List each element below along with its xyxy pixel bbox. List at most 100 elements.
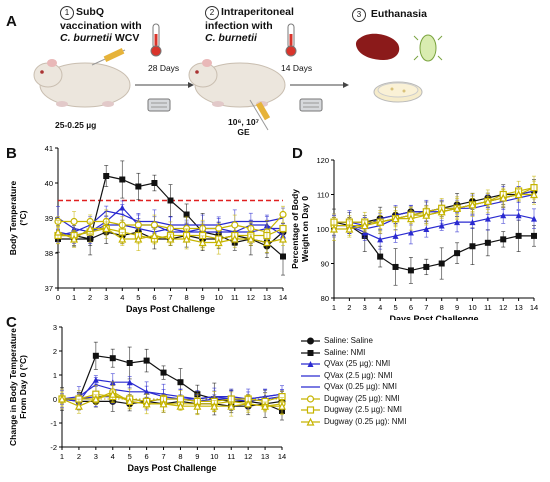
x-tick-label: 5	[393, 303, 397, 312]
y-tick-label: 80	[321, 294, 329, 303]
x-tick-label: 7	[424, 303, 428, 312]
data-point	[210, 401, 219, 410]
guinea-pig-icon-2	[188, 59, 286, 108]
y-axis-label-line: Body Temperature	[10, 180, 18, 255]
data-point	[330, 224, 338, 233]
legend-marker	[307, 361, 314, 367]
schematic-art	[33, 23, 443, 131]
y-tick-label: 41	[45, 144, 53, 153]
data-point	[182, 234, 191, 243]
data-point	[279, 224, 287, 233]
y-tick-label: -2	[50, 443, 57, 452]
x-axis-label: Days Post Challenge	[127, 463, 216, 473]
legend-swatch	[301, 417, 320, 426]
data-point	[469, 219, 476, 226]
data-point	[279, 234, 287, 243]
data-point	[376, 217, 385, 226]
data-point	[278, 401, 286, 410]
series-line	[334, 214, 535, 240]
legend-label: QVax (2.5 µg): NMI	[324, 370, 393, 380]
x-tick-label: 2	[88, 293, 92, 302]
data-point	[150, 231, 159, 240]
thermometer-icon-2	[285, 23, 297, 57]
y-tick-label: 40	[45, 179, 53, 188]
panel-letter-d: D	[292, 145, 303, 162]
x-tick-label: 7	[168, 293, 172, 302]
data-point	[214, 238, 223, 247]
data-point	[125, 397, 134, 406]
data-point	[484, 239, 491, 246]
legend-swatch	[301, 349, 320, 356]
y-tick-label: -1	[50, 419, 57, 428]
series-7	[330, 184, 538, 241]
legend-swatch	[301, 394, 320, 403]
x-tick-label: 10	[215, 293, 223, 302]
data-point	[118, 234, 127, 243]
legend-label: Saline: NMI	[324, 347, 366, 357]
data-point	[102, 224, 111, 233]
data-point	[422, 210, 431, 219]
data-point	[469, 243, 476, 250]
series-6	[330, 180, 538, 233]
y-axis-label: Body Temperature(°C)	[10, 180, 28, 255]
legend-item: Dugway (25 µg): NMI	[300, 393, 550, 405]
data-point	[167, 197, 174, 204]
data-point	[58, 394, 66, 403]
panel-letter-a: A	[6, 13, 17, 30]
data-point	[453, 203, 462, 212]
syringe-icon-1	[91, 48, 126, 66]
data-point	[454, 219, 461, 226]
x-tick-label: 1	[72, 293, 76, 302]
legend-swatch	[301, 361, 320, 367]
data-point	[500, 212, 507, 219]
step1-line1: SubQ	[76, 6, 104, 18]
step2-line1: Intraperitoneal	[221, 6, 294, 18]
x-tick-label: 10	[210, 452, 218, 461]
data-point	[515, 212, 522, 219]
legend-label: Dugway (2.5 µg): NMI	[324, 405, 402, 414]
data-point	[193, 401, 202, 410]
data-point	[86, 224, 95, 233]
data-point	[438, 260, 445, 267]
data-point	[500, 236, 507, 243]
spleen-icon	[355, 33, 400, 60]
x-tick-label: 0	[56, 293, 60, 302]
x-tick-label: 6	[145, 452, 149, 461]
y-tick-label: 110	[317, 191, 329, 200]
x-tick-label: 9	[195, 452, 199, 461]
data-point	[126, 360, 133, 366]
y-tick-label: 90	[321, 260, 329, 269]
x-tick-label: 8	[184, 293, 188, 302]
legend-marker	[307, 337, 314, 345]
x-tick-label: 3	[94, 452, 98, 461]
step1-suffix: WCV	[111, 32, 140, 44]
legend-swatch	[301, 406, 320, 414]
x-tick-label: 8	[178, 452, 182, 461]
y-tick-label: 100	[316, 225, 329, 234]
x-tick-label: 5	[136, 293, 140, 302]
data-point	[92, 352, 99, 359]
bacterium-icon	[413, 34, 443, 62]
y-axis-label: Percentage of BodyWeight on Day 0	[292, 189, 310, 269]
x-tick-label: 2	[77, 452, 81, 461]
data-point	[126, 379, 133, 386]
microchip-reader-icon-1	[147, 98, 171, 112]
step2-line2: infection with	[205, 20, 273, 32]
data-point	[438, 222, 445, 229]
data-point	[159, 399, 168, 408]
data-point	[262, 238, 271, 247]
data-point	[392, 263, 399, 270]
y-tick-label: 2	[53, 347, 57, 356]
x-tick-label: 4	[120, 293, 124, 302]
interval2-label: 14 Days	[281, 63, 313, 73]
data-point	[134, 234, 143, 243]
legend-marker	[306, 406, 315, 414]
data-point	[468, 200, 477, 209]
y-tick-label: 3	[53, 323, 57, 332]
step2-title: 2 Intraperitoneal infection with C. burne…	[205, 6, 294, 44]
data-point	[70, 217, 78, 226]
data-point	[227, 401, 236, 410]
x-tick-label: 12	[499, 303, 507, 312]
